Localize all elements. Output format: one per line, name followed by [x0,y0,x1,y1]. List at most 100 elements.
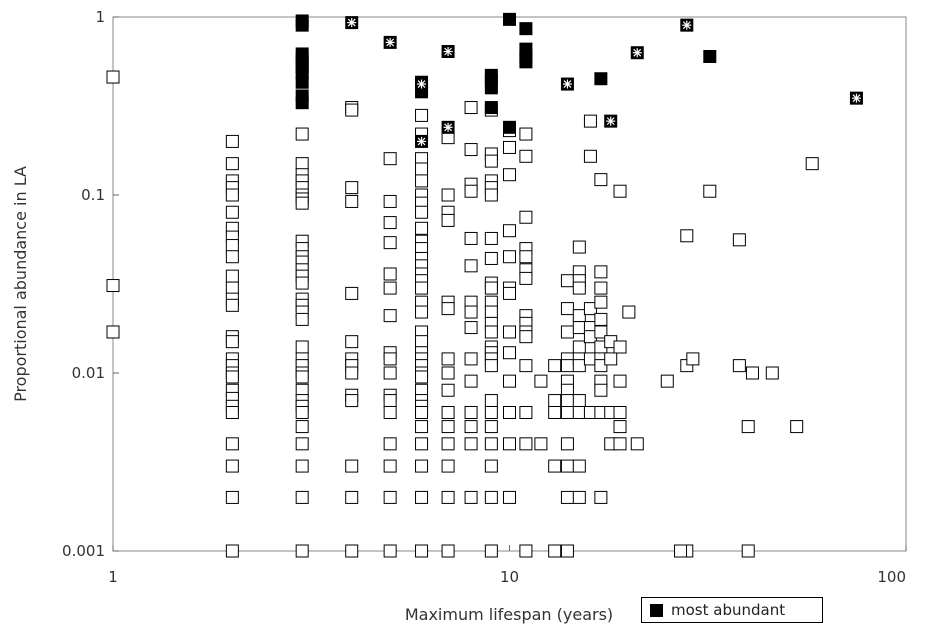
data-point-open [484,231,498,245]
data-point-open [345,394,359,408]
data-point-open [519,149,533,163]
data-point-open [594,173,608,187]
data-point-open [225,437,239,451]
data-point-starred [383,35,397,49]
data-point-open [560,490,574,504]
data-point-open [484,325,498,339]
data-point-open [519,437,533,451]
data-point-open [594,383,608,397]
data-point-open [594,265,608,279]
data-point-open [441,420,455,434]
data-point-open [345,181,359,195]
data-point-most-abundant [519,22,533,36]
data-point-open [534,437,548,451]
data-point-open [519,544,533,558]
data-point-most-abundant [594,72,608,86]
data-point-open [345,544,359,558]
data-point-open [464,490,478,504]
x-axis-title: Maximum lifespan (years) [405,605,613,624]
data-point-open [548,359,562,373]
data-point-open [345,459,359,473]
data-point-open [732,233,746,247]
data-point-most-abundant [484,81,498,95]
data-point-open [572,321,586,335]
data-point-open [503,140,516,154]
data-point-open [295,312,309,326]
data-point-open [613,420,627,434]
data-point-open [295,544,309,558]
data-point-open [415,405,429,419]
data-point-open [415,162,429,176]
data-point-open [572,340,586,354]
data-point-open [441,383,455,397]
data-point-open [225,405,239,419]
data-point-open [560,437,574,451]
data-point-open [583,114,597,128]
data-point-open [519,127,533,141]
data-point-open [225,490,239,504]
data-point-open [484,281,498,295]
data-point-open [415,490,429,504]
data-point-starred [441,120,455,134]
data-point-open [464,259,478,273]
data-point-starred [604,114,618,128]
data-point-open [383,236,397,250]
data-point-open [484,305,498,319]
data-point-open [415,205,429,219]
data-point-open [548,544,562,558]
data-point-open [594,325,608,339]
data-point-open [503,490,516,504]
data-point-open [225,205,239,219]
data-point-open [295,340,309,354]
data-point-open [225,250,239,264]
data-point-open [745,366,759,380]
data-point-open [503,168,516,182]
data-point-open [225,335,239,349]
data-point-open [383,544,397,558]
data-point-open [548,459,562,473]
y-tick-label: 0.001 [62,542,105,560]
data-point-open [503,224,516,238]
data-point-open [415,335,429,349]
data-point-open [415,459,429,473]
data-point-open [441,188,455,202]
data-point-open [519,250,533,264]
data-point-open [295,127,309,141]
data-point-most-abundant [703,49,717,63]
data-point-open [464,437,478,451]
data-point-open [345,335,359,349]
data-point-open [660,374,674,388]
data-point-open [415,370,429,384]
data-point-open [464,420,478,434]
data-point-open [484,405,498,419]
data-point-open [613,405,627,419]
data-point-open [484,188,498,202]
x-tick-label: 100 [877,568,906,586]
data-point-open [732,359,746,373]
data-point-open [560,459,574,473]
data-point-open [674,544,688,558]
data-point-open [225,134,239,148]
data-point-open [594,359,608,373]
data-point-open [703,184,717,198]
data-point-open [484,154,498,168]
data-point-open [345,103,359,117]
data-point-open [383,152,397,166]
data-point-open [225,157,239,171]
data-point-open [441,213,455,227]
data-point-open [464,352,478,366]
data-point-open [383,394,397,408]
data-point-open [613,437,627,451]
data-point-open [560,544,574,558]
y-tick-label: 0.01 [72,364,105,382]
data-point-open [560,302,574,316]
data-point-open [225,459,239,473]
data-point-open [464,184,478,198]
data-point-open [415,544,429,558]
data-point-open [560,394,574,408]
data-point-most-abundant [295,18,309,32]
data-point-open [441,437,455,451]
data-point-open [441,405,455,419]
data-point-open [464,231,478,245]
data-point-most-abundant [503,120,516,134]
